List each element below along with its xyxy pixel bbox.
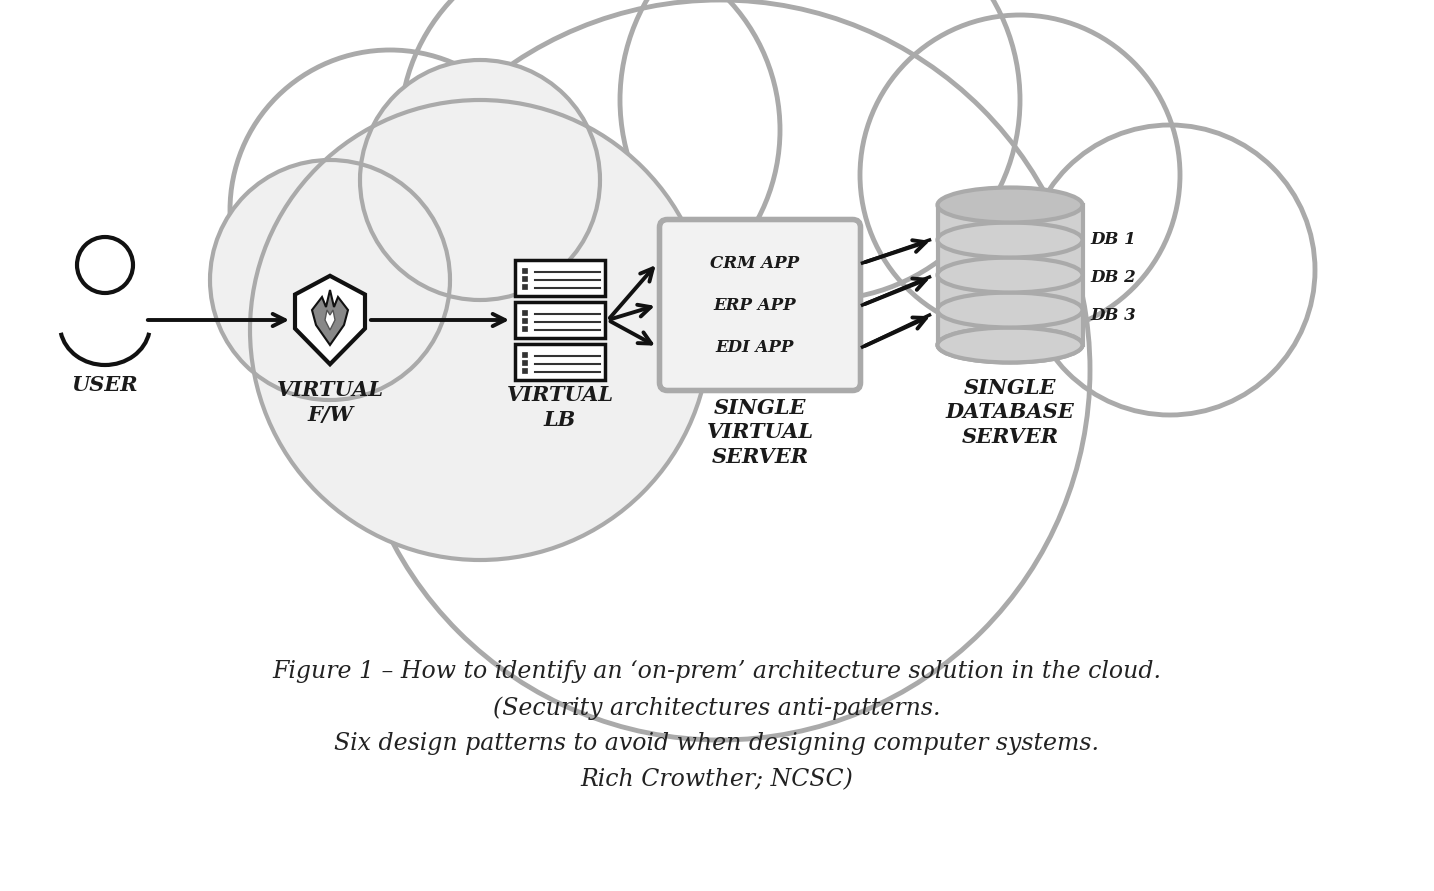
- Ellipse shape: [938, 187, 1083, 223]
- Text: DB 2: DB 2: [1090, 268, 1136, 285]
- Text: USER: USER: [72, 375, 138, 395]
- Text: DB 1: DB 1: [1090, 232, 1136, 249]
- Text: Rich Crowther; NCSC): Rich Crowther; NCSC): [581, 768, 853, 791]
- Text: VIRTUAL
F/W: VIRTUAL F/W: [277, 380, 383, 425]
- Ellipse shape: [938, 257, 1083, 292]
- Circle shape: [400, 0, 780, 320]
- Text: ERP APP: ERP APP: [714, 297, 796, 314]
- FancyBboxPatch shape: [522, 368, 528, 373]
- FancyBboxPatch shape: [522, 360, 528, 365]
- Text: SINGLE
DATABASE
SERVER: SINGLE DATABASE SERVER: [945, 378, 1074, 447]
- Text: DB 3: DB 3: [1090, 307, 1136, 323]
- FancyBboxPatch shape: [515, 302, 605, 338]
- Polygon shape: [326, 310, 336, 330]
- Text: Figure 1 – How to identify an ‘on-prem’ architecture solution in the cloud.: Figure 1 – How to identify an ‘on-prem’ …: [272, 660, 1162, 683]
- FancyBboxPatch shape: [522, 318, 528, 323]
- Ellipse shape: [938, 292, 1083, 328]
- Circle shape: [1025, 125, 1315, 415]
- FancyBboxPatch shape: [515, 344, 605, 380]
- FancyBboxPatch shape: [522, 268, 528, 273]
- Polygon shape: [295, 276, 366, 364]
- FancyBboxPatch shape: [660, 219, 860, 390]
- FancyBboxPatch shape: [938, 205, 1083, 345]
- Circle shape: [77, 237, 133, 293]
- FancyBboxPatch shape: [522, 352, 528, 357]
- Text: (Security architectures anti-patterns.: (Security architectures anti-patterns.: [493, 696, 941, 720]
- Text: SINGLE
VIRTUAL
SERVER: SINGLE VIRTUAL SERVER: [707, 397, 813, 467]
- Circle shape: [619, 0, 1020, 300]
- Text: VIRTUAL
LB: VIRTUAL LB: [506, 385, 614, 429]
- Circle shape: [250, 100, 710, 560]
- FancyBboxPatch shape: [522, 310, 528, 315]
- Ellipse shape: [938, 328, 1083, 363]
- Circle shape: [860, 15, 1180, 335]
- Polygon shape: [313, 290, 348, 345]
- FancyBboxPatch shape: [515, 260, 605, 296]
- Text: Six design patterns to avoid when designing computer systems.: Six design patterns to avoid when design…: [334, 732, 1100, 755]
- FancyBboxPatch shape: [522, 284, 528, 289]
- Circle shape: [350, 0, 1090, 740]
- Text: CRM APP: CRM APP: [710, 255, 800, 272]
- Ellipse shape: [938, 328, 1083, 363]
- Circle shape: [360, 60, 599, 300]
- Text: EDI APP: EDI APP: [716, 339, 794, 356]
- FancyBboxPatch shape: [522, 276, 528, 281]
- Circle shape: [229, 50, 551, 370]
- Ellipse shape: [938, 223, 1083, 257]
- Circle shape: [209, 160, 450, 400]
- FancyBboxPatch shape: [522, 326, 528, 331]
